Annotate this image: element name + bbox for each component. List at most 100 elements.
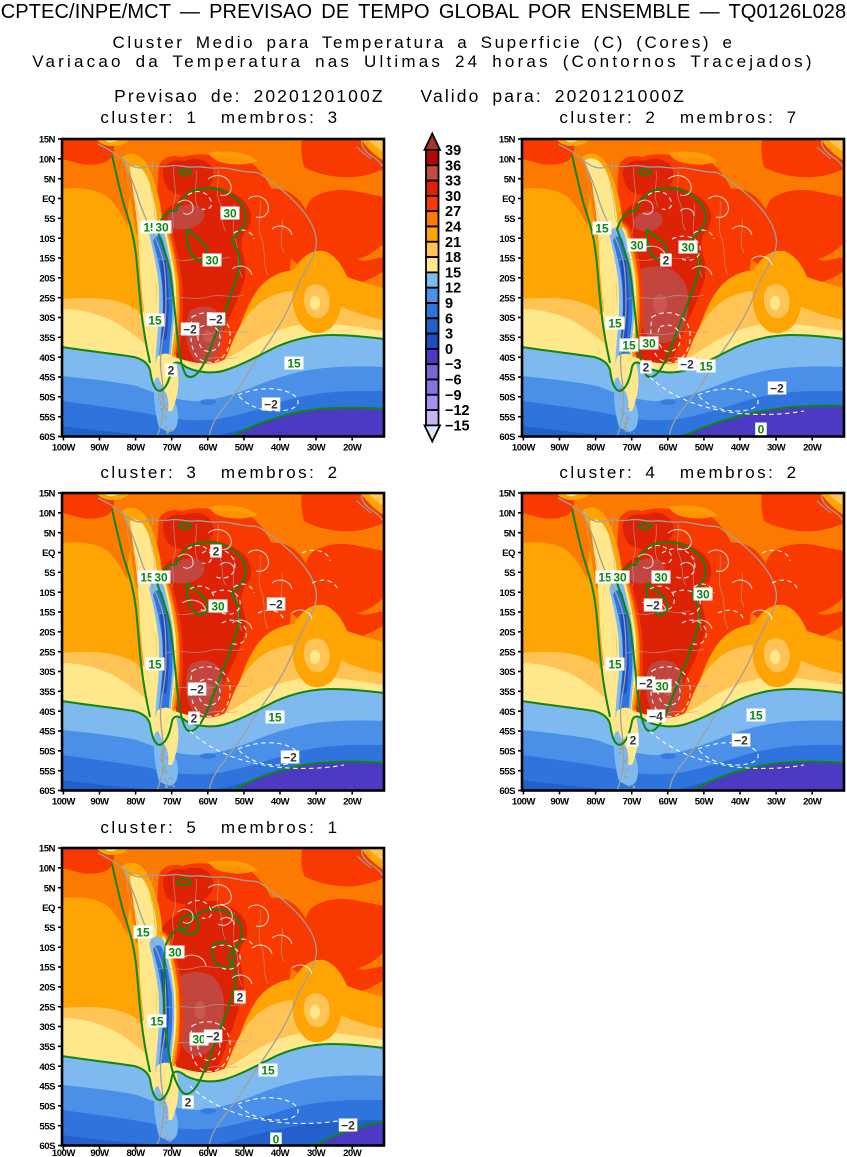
- svg-text:20W: 20W: [343, 442, 363, 453]
- svg-text:15N: 15N: [39, 489, 56, 500]
- svg-text:40W: 40W: [730, 797, 750, 808]
- svg-text:70W: 70W: [163, 797, 183, 808]
- svg-text:−2: −2: [206, 1030, 220, 1044]
- svg-text:−2: −2: [209, 312, 223, 326]
- svg-text:10S: 10S: [39, 233, 56, 244]
- svg-text:5N: 5N: [503, 528, 515, 539]
- svg-text:20W: 20W: [803, 797, 823, 808]
- svg-text:40W: 40W: [271, 797, 291, 808]
- svg-text:70W: 70W: [163, 1148, 183, 1157]
- svg-text:15S: 15S: [39, 963, 56, 974]
- svg-text:27: 27: [445, 204, 461, 220]
- svg-text:50S: 50S: [499, 746, 516, 757]
- svg-text:−2: −2: [734, 734, 748, 748]
- svg-text:10N: 10N: [498, 508, 515, 519]
- svg-text:25S: 25S: [39, 647, 56, 658]
- svg-text:5N: 5N: [503, 174, 515, 185]
- svg-text:30: 30: [155, 220, 169, 234]
- svg-text:25S: 25S: [499, 647, 516, 658]
- svg-text:2: 2: [237, 991, 244, 1005]
- svg-text:30: 30: [630, 238, 644, 252]
- svg-text:55S: 55S: [39, 766, 56, 777]
- svg-text:30W: 30W: [307, 442, 327, 453]
- svg-text:35S: 35S: [499, 332, 516, 343]
- svg-text:45S: 45S: [39, 372, 56, 383]
- svg-text:−4: −4: [649, 710, 663, 724]
- svg-text:45S: 45S: [39, 1082, 56, 1093]
- svg-text:80W: 80W: [126, 442, 146, 453]
- svg-text:5S: 5S: [44, 213, 56, 224]
- svg-text:50S: 50S: [39, 392, 56, 403]
- svg-text:30S: 30S: [39, 1022, 56, 1033]
- svg-text:15S: 15S: [39, 608, 56, 619]
- svg-text:12: 12: [445, 281, 461, 297]
- svg-text:30: 30: [642, 336, 656, 350]
- svg-text:5N: 5N: [44, 528, 56, 539]
- svg-text:15: 15: [749, 709, 763, 723]
- svg-text:15: 15: [148, 313, 162, 327]
- svg-text:35S: 35S: [39, 332, 56, 343]
- svg-text:15N: 15N: [498, 135, 515, 146]
- svg-text:30W: 30W: [766, 797, 786, 808]
- svg-text:50W: 50W: [235, 1148, 255, 1157]
- svg-text:10N: 10N: [498, 154, 515, 165]
- svg-text:15: 15: [287, 356, 301, 370]
- svg-text:40W: 40W: [730, 442, 750, 453]
- svg-text:30: 30: [654, 571, 668, 585]
- svg-text:15: 15: [140, 571, 154, 585]
- svg-text:35S: 35S: [39, 1042, 56, 1053]
- svg-text:−2: −2: [264, 397, 278, 411]
- svg-text:18: 18: [445, 250, 461, 266]
- svg-text:2: 2: [191, 712, 198, 726]
- svg-text:40S: 40S: [39, 352, 56, 363]
- svg-text:60W: 60W: [658, 442, 678, 453]
- svg-text:5N: 5N: [44, 883, 56, 894]
- svg-text:5S: 5S: [44, 568, 56, 579]
- svg-text:30: 30: [211, 600, 225, 614]
- svg-text:30S: 30S: [499, 667, 516, 678]
- svg-text:−2: −2: [269, 598, 283, 612]
- svg-text:2: 2: [185, 1096, 192, 1110]
- svg-text:2: 2: [642, 360, 649, 374]
- svg-text:100W: 100W: [52, 797, 77, 808]
- svg-text:35S: 35S: [499, 687, 516, 698]
- svg-text:50S: 50S: [39, 1101, 56, 1112]
- svg-text:15N: 15N: [498, 489, 515, 500]
- svg-text:2: 2: [662, 253, 669, 267]
- svg-text:100W: 100W: [52, 1148, 77, 1157]
- svg-text:45S: 45S: [499, 372, 516, 383]
- svg-text:40W: 40W: [271, 442, 291, 453]
- svg-text:60S: 60S: [499, 786, 516, 797]
- svg-text:15: 15: [136, 926, 150, 940]
- svg-text:70W: 70W: [622, 797, 642, 808]
- svg-text:30: 30: [154, 571, 168, 585]
- svg-text:30S: 30S: [39, 667, 56, 678]
- svg-text:30S: 30S: [39, 313, 56, 324]
- svg-text:50S: 50S: [39, 746, 56, 757]
- svg-text:30: 30: [445, 189, 461, 205]
- svg-text:50W: 50W: [694, 442, 714, 453]
- svg-text:40S: 40S: [39, 707, 56, 718]
- svg-text:−2: −2: [283, 751, 297, 765]
- svg-text:55S: 55S: [39, 1121, 56, 1132]
- svg-text:70W: 70W: [163, 442, 183, 453]
- svg-text:25S: 25S: [39, 293, 56, 304]
- svg-text:15N: 15N: [39, 844, 56, 855]
- svg-text:−9: −9: [445, 388, 462, 404]
- svg-text:10N: 10N: [39, 154, 56, 165]
- svg-text:5S: 5S: [44, 923, 56, 934]
- svg-text:6: 6: [445, 311, 453, 327]
- svg-text:−15: −15: [445, 418, 470, 434]
- svg-text:20W: 20W: [803, 442, 823, 453]
- svg-text:9: 9: [445, 296, 453, 312]
- svg-text:10S: 10S: [499, 588, 516, 599]
- svg-text:24: 24: [445, 220, 461, 236]
- svg-text:10N: 10N: [39, 863, 56, 874]
- svg-text:30W: 30W: [307, 797, 327, 808]
- svg-text:90W: 90W: [550, 442, 570, 453]
- svg-text:20S: 20S: [39, 627, 56, 638]
- svg-text:2: 2: [168, 363, 175, 377]
- svg-text:60W: 60W: [199, 1148, 219, 1157]
- svg-text:90W: 90W: [90, 797, 110, 808]
- svg-text:30: 30: [613, 571, 627, 585]
